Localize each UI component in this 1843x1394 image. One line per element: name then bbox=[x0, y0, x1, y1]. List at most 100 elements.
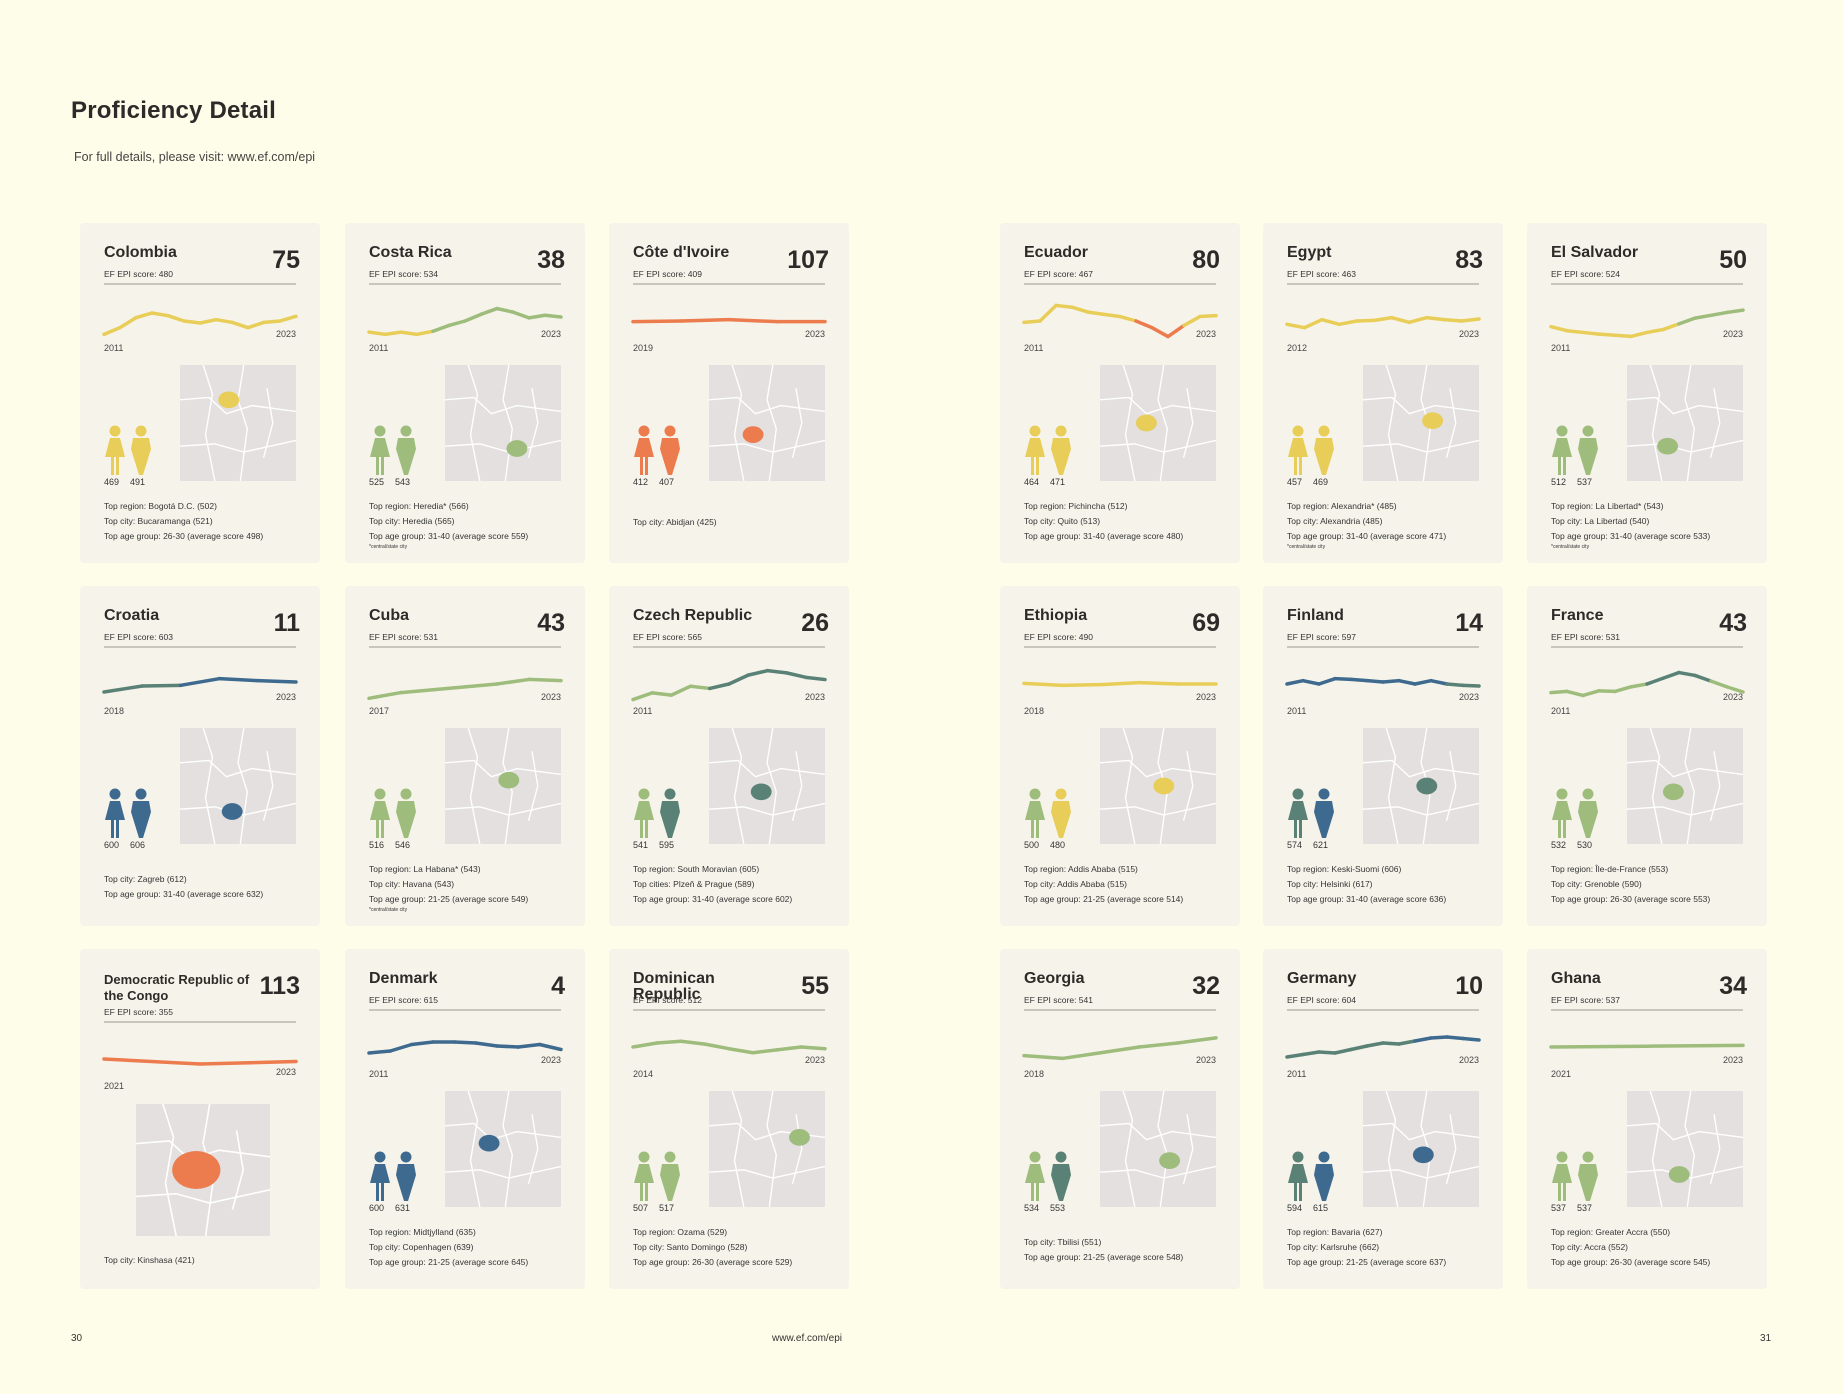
trend-line-segment bbox=[1413, 1036, 1433, 1043]
trend-line-segment bbox=[1461, 1036, 1481, 1042]
country-location-map bbox=[445, 728, 561, 844]
fact-line: Top city: Tbilisi (551) bbox=[1024, 1237, 1102, 1247]
fact-line: Top age group: 21-25 (average score 549) bbox=[369, 894, 529, 904]
footer-url[interactable]: www.ef.com/epi bbox=[772, 1333, 843, 1344]
trend-line-segment bbox=[527, 677, 563, 683]
male-score: 491 bbox=[130, 477, 146, 487]
footnote: *central/state city bbox=[1551, 544, 1590, 550]
country-card[interactable]: Democratic Republic of the Congo 113 EF EP… bbox=[80, 949, 320, 1289]
score-trend-chart bbox=[1549, 1043, 1745, 1049]
trend-line-segment bbox=[1022, 319, 1042, 325]
male-score: 631 bbox=[395, 1203, 411, 1213]
trend-line-segment bbox=[479, 306, 499, 317]
trend-line-segment bbox=[1070, 305, 1090, 314]
trend-line-segment bbox=[399, 687, 435, 695]
fact-line: Top city: Bucaramanga (521) bbox=[104, 516, 213, 526]
female-figure-icon bbox=[104, 788, 126, 838]
footnote: *central/state city bbox=[369, 544, 408, 550]
female-score: 574 bbox=[1287, 840, 1303, 850]
epi-score: EF EPI score: 604 bbox=[1287, 995, 1356, 1005]
country-card[interactable]: Croatia 11 EF EPI score: 603 2018 2023 600 606… bbox=[80, 586, 320, 926]
score-trend-chart bbox=[102, 311, 298, 337]
header-divider bbox=[1024, 283, 1216, 285]
country-card[interactable]: Egypt 83 EF EPI score: 463 2012 2023 457 469 To… bbox=[1263, 223, 1503, 563]
country-rank: 107 bbox=[787, 246, 829, 274]
male-figure-icon bbox=[130, 788, 152, 838]
country-card[interactable]: El Salvador 50 EF EPI score: 524 2011 2023 51… bbox=[1527, 223, 1767, 563]
male-score: 517 bbox=[659, 1203, 675, 1213]
trend-line-segment bbox=[799, 1045, 827, 1051]
trend-line-segment bbox=[1118, 314, 1138, 323]
gender-score-figures bbox=[1287, 425, 1347, 475]
country-location-map bbox=[1627, 728, 1743, 844]
country-card[interactable]: Ghana 34 EF EPI score: 537 2021 2023 537 537 To… bbox=[1527, 949, 1767, 1289]
country-card[interactable]: Czech Republic 26 EF EPI score: 565 2011 202… bbox=[609, 586, 849, 926]
country-card[interactable]: Ecuador 80 EF EPI score: 467 2011 2023 464 471… bbox=[1000, 223, 1240, 563]
score-trend-chart bbox=[631, 1039, 827, 1055]
trend-line-segment bbox=[198, 1059, 298, 1066]
trend-line-segment bbox=[1365, 678, 1385, 684]
country-facts: Top region: Heredia* (566) Top city: Here… bbox=[369, 499, 574, 551]
trend-end-year: 2023 bbox=[1458, 329, 1479, 339]
country-rank: 75 bbox=[272, 246, 300, 274]
trend-line-segment bbox=[217, 676, 260, 683]
country-card[interactable]: Germany 10 EF EPI score: 604 2011 2023 594 615… bbox=[1263, 949, 1503, 1289]
country-location-map bbox=[1627, 365, 1743, 481]
highlighted-country-shape bbox=[506, 440, 528, 457]
trend-end-year: 2023 bbox=[275, 329, 296, 339]
trend-line-segment bbox=[1333, 676, 1353, 682]
fact-line: Top city: Santo Domingo (528) bbox=[633, 1242, 748, 1252]
country-card[interactable]: Georgia 32 EF EPI score: 541 2018 2023 534 553… bbox=[1000, 949, 1240, 1289]
score-trend-chart bbox=[367, 677, 563, 701]
trend-start-year: 2011 bbox=[1024, 343, 1044, 353]
trend-line-segment bbox=[1549, 1044, 1649, 1049]
trend-line-segment bbox=[495, 677, 531, 686]
epi-score: EF EPI score: 490 bbox=[1024, 632, 1093, 642]
trend-start-year: 2014 bbox=[633, 1069, 654, 1079]
country-facts: Top region: South Moravian (605) Top citi… bbox=[633, 862, 838, 907]
trend-start-year: 2018 bbox=[1024, 706, 1045, 716]
country-card[interactable]: Costa Rica 38 EF EPI score: 534 2011 2023 525… bbox=[345, 223, 585, 563]
trend-line-segment bbox=[1413, 678, 1433, 686]
country-facts: Top city: Zagreb (612) Top age group: 31-… bbox=[104, 872, 309, 902]
country-card[interactable]: Colombia 75 EF EPI score: 480 2011 2023 469 49… bbox=[80, 223, 320, 563]
country-card[interactable]: Ethiopia 69 EF EPI score: 490 2018 2023 500 48… bbox=[1000, 586, 1240, 926]
country-card[interactable]: France 43 EF EPI score: 531 2011 2023 532 530 T… bbox=[1527, 586, 1767, 926]
country-card[interactable]: Cuba 43 EF EPI score: 531 2017 2023 516 546 Top… bbox=[345, 586, 585, 926]
trend-line-segment bbox=[1442, 317, 1464, 323]
trend-line-segment bbox=[527, 313, 547, 320]
highlighted-country-shape bbox=[221, 803, 243, 820]
male-figure-icon bbox=[1050, 788, 1072, 838]
epi-score: EF EPI score: 512 bbox=[633, 995, 702, 1005]
page-title: Proficiency Detail bbox=[71, 97, 277, 124]
country-location-map bbox=[709, 1091, 825, 1207]
country-card[interactable]: Denmark 4 EF EPI score: 615 2011 2023 600 631 T… bbox=[345, 949, 585, 1289]
trend-line-segment bbox=[383, 330, 403, 337]
trend-line-segment bbox=[1099, 1045, 1141, 1055]
country-card[interactable]: Finland 14 EF EPI score: 597 2011 2023 574 621… bbox=[1263, 586, 1503, 926]
female-figure-icon bbox=[633, 1151, 655, 1201]
country-rank: 69 bbox=[1192, 609, 1220, 637]
fact-line: Top age group: 26-30 (average score 553) bbox=[1551, 894, 1711, 904]
country-card[interactable]: Dominican Republic 55 EF EPI score: 512 201… bbox=[609, 949, 849, 1289]
male-score: 407 bbox=[659, 477, 675, 487]
header-divider bbox=[104, 1021, 296, 1023]
fact-line: Top city: Abidjan (425) bbox=[633, 517, 717, 527]
trend-line-segment bbox=[784, 671, 808, 680]
country-rank: 38 bbox=[537, 246, 565, 274]
country-name: Germany bbox=[1287, 970, 1357, 987]
country-rank: 11 bbox=[273, 609, 300, 637]
country-facts: Top region: Keski-Suomi (606) Top city: H… bbox=[1287, 862, 1492, 907]
country-rank: 50 bbox=[1719, 246, 1747, 274]
trend-end-year: 2023 bbox=[1458, 692, 1479, 702]
country-facts: Top region: La Libertad* (543) Top city: … bbox=[1551, 499, 1756, 551]
trend-line-segment bbox=[431, 685, 467, 692]
trend-line-segment bbox=[230, 320, 250, 330]
fact-line: Top age group: 21-25 (average score 514) bbox=[1024, 894, 1184, 904]
trend-line-segment bbox=[214, 317, 234, 325]
country-card[interactable]: Côte d'Ivoire 107 EF EPI score: 409 2019 202… bbox=[609, 223, 849, 563]
male-figure-icon bbox=[395, 425, 417, 475]
trend-line-segment bbox=[1424, 315, 1446, 322]
trend-line-segment bbox=[463, 312, 483, 323]
country-name: Colombia bbox=[104, 244, 177, 261]
